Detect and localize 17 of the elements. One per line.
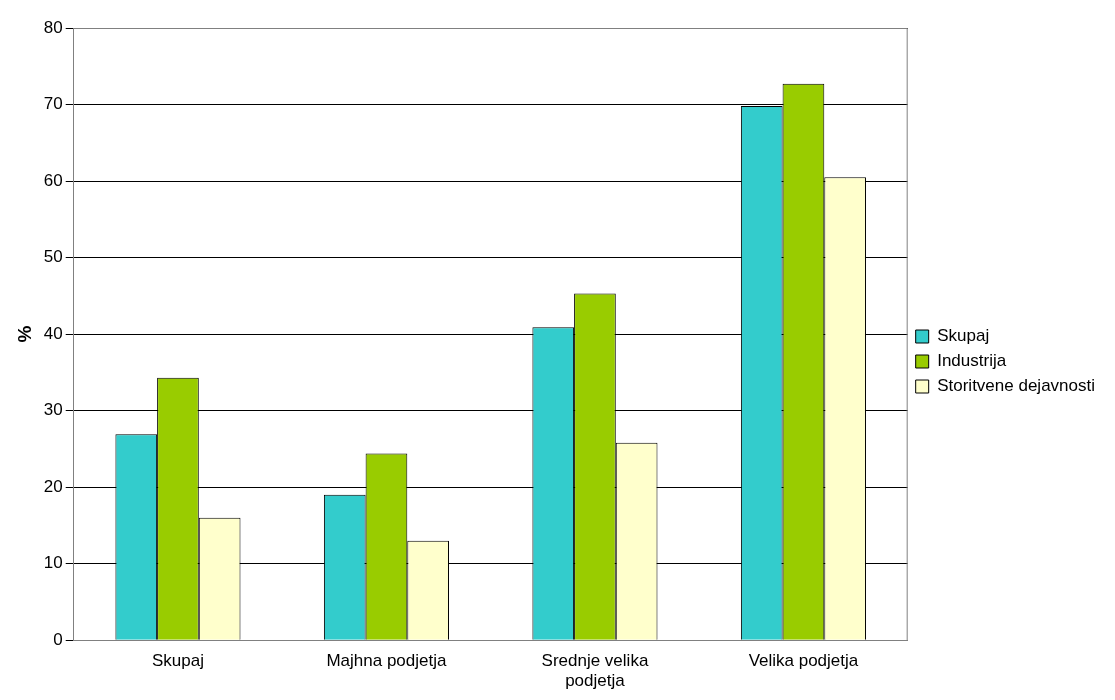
y-tick-label: 40 xyxy=(43,323,63,343)
y-axis-title: % xyxy=(13,325,35,343)
y-tick-label: 50 xyxy=(43,247,63,267)
y-tick-label: 70 xyxy=(43,94,63,114)
y-tick-label: 30 xyxy=(43,400,63,420)
y-tick-label: 10 xyxy=(43,553,63,573)
x-tick-label: Skupaj xyxy=(151,651,204,671)
y-tick-label: 60 xyxy=(43,170,63,190)
y-tick-label: 80 xyxy=(43,17,63,37)
x-tick-label: Majhna podjetja xyxy=(326,651,448,671)
y-tick-label: 0 xyxy=(53,629,63,649)
legend-label: Skupaj xyxy=(937,326,990,346)
x-tick-label: Srednje velika podjetja xyxy=(541,651,649,691)
x-tick-label: Velika podjetja xyxy=(748,651,859,671)
legend-label: Industrija xyxy=(937,351,1007,371)
legend-label: Storitvene dejavnosti xyxy=(937,376,1096,396)
y-tick-label: 20 xyxy=(43,476,63,496)
